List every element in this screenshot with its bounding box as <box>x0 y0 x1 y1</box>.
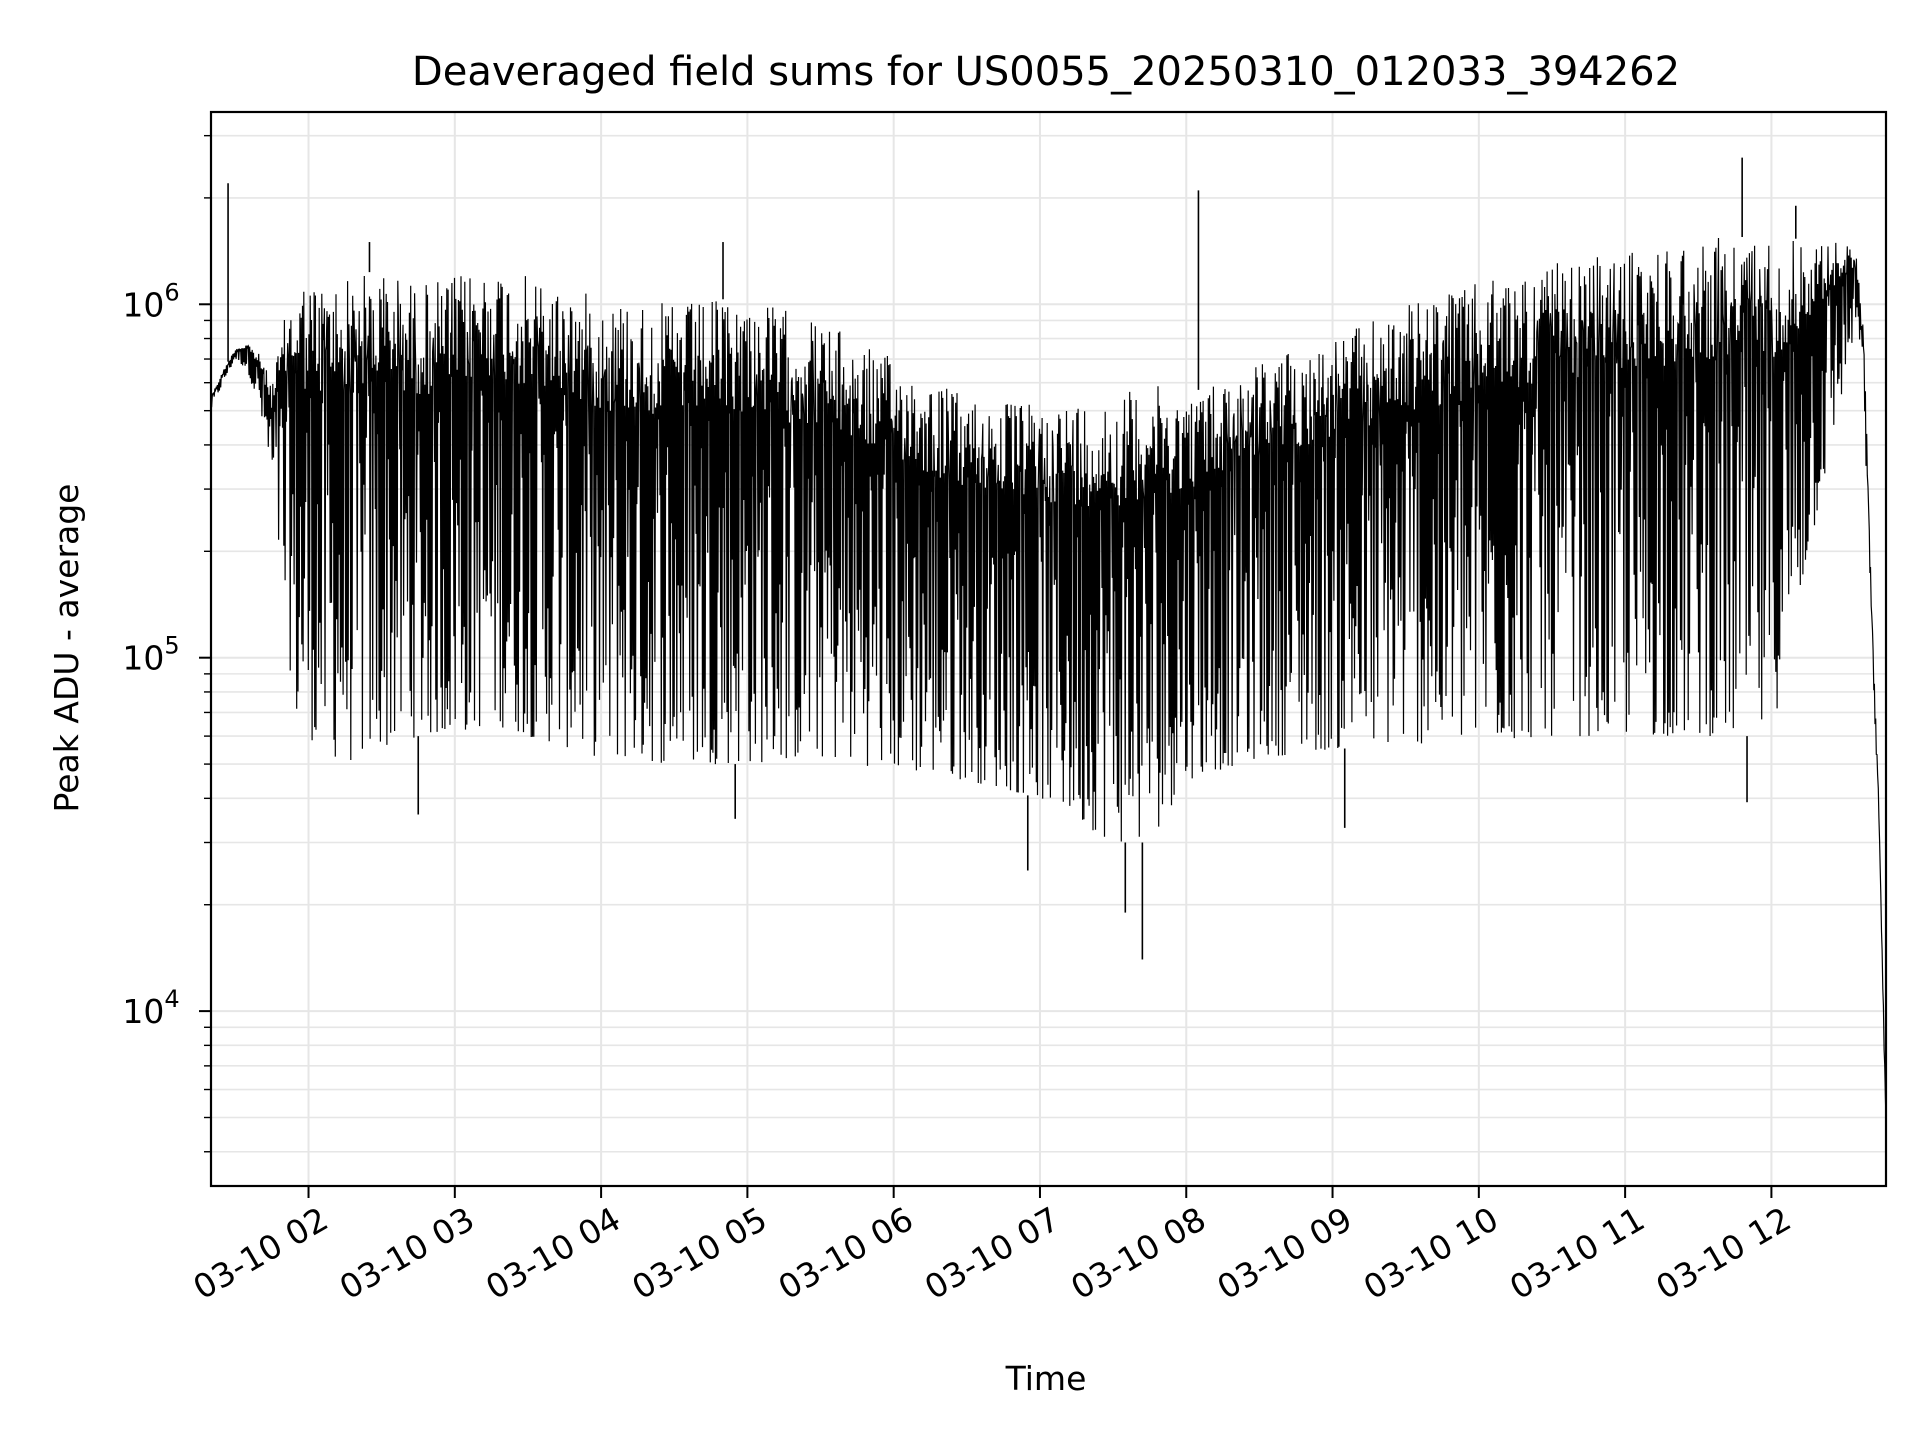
y-tick-label: 105 <box>122 632 179 678</box>
y-tick-label: 104 <box>122 985 179 1031</box>
series-line <box>210 237 1887 1120</box>
plot-frame <box>209 110 1888 1188</box>
plot-area <box>210 157 1887 1120</box>
y-tick-label: 106 <box>122 278 179 324</box>
y-axis: 104 105 106 <box>122 134 211 1153</box>
y-axis-label: Peak ADU - average <box>47 484 86 813</box>
chart-title: Deaveraged field sums for US0055_2025031… <box>412 49 1680 95</box>
x-axis-label: Time <box>1005 1359 1087 1398</box>
